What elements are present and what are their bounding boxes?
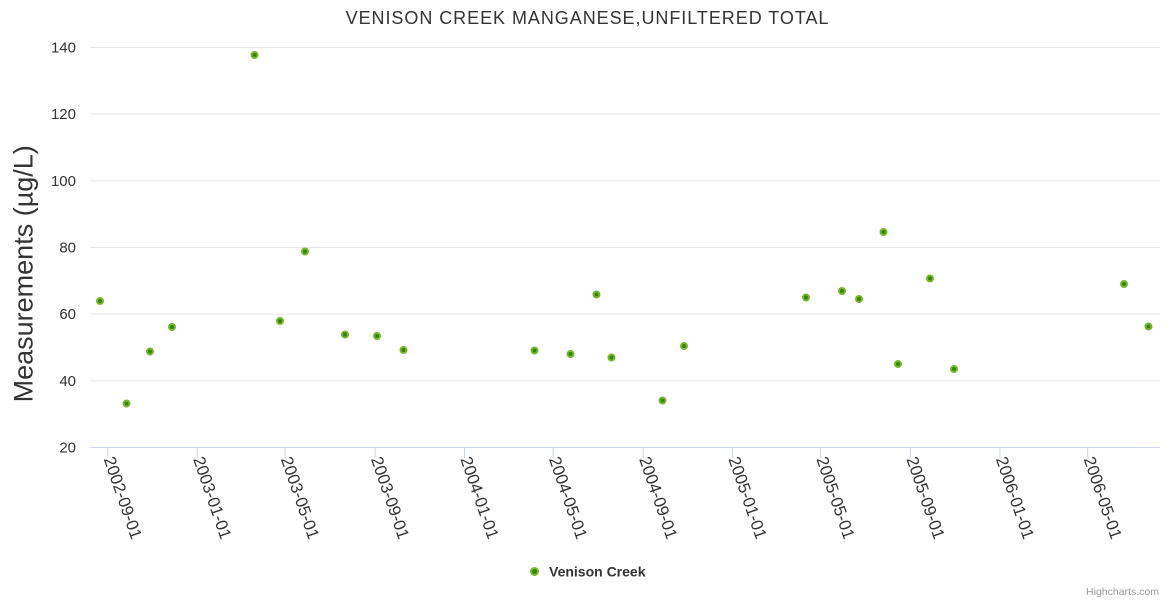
svg-text:VENISON CREEK MANGANESE,UNFILT: VENISON CREEK MANGANESE,UNFILTERED TOTAL [346, 8, 830, 28]
svg-text:120: 120 [51, 106, 76, 123]
svg-text:100: 100 [51, 173, 76, 190]
svg-text:80: 80 [59, 240, 76, 257]
svg-text:20: 20 [59, 440, 76, 457]
svg-text:60: 60 [59, 306, 76, 323]
svg-text:Measurements (µg/L): Measurements (µg/L) [8, 145, 38, 402]
svg-text:40: 40 [59, 373, 76, 390]
svg-text:140: 140 [51, 40, 76, 57]
svg-text:Venison Creek: Venison Creek [549, 564, 646, 580]
svg-text:Highcharts.com: Highcharts.com [1086, 586, 1159, 598]
